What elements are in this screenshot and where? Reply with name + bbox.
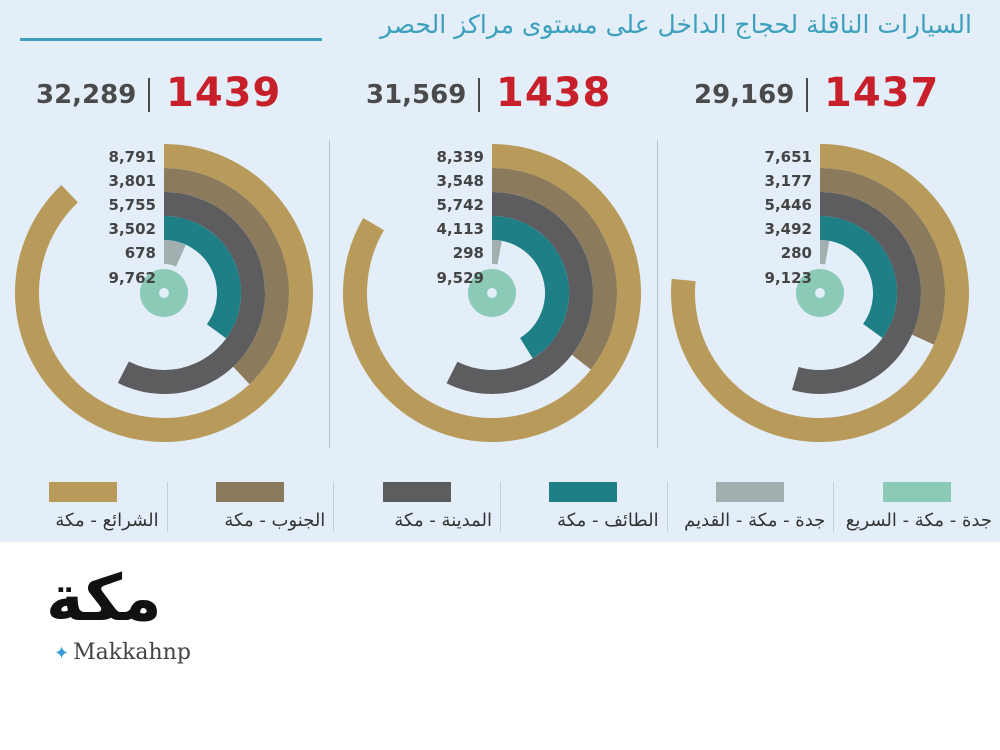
legend-item: المدينة - مكة	[333, 482, 500, 542]
header-separator	[806, 78, 808, 112]
brand-logo: مكة ✦ Makkahnp	[40, 562, 220, 672]
center-hole	[487, 288, 497, 298]
legend-swatch	[882, 482, 951, 502]
twitter-bird-icon: ✦	[54, 643, 70, 664]
data-label: 5,755	[109, 196, 156, 214]
year-label: 1438	[496, 70, 612, 116]
ring-bar-1439-2	[163, 168, 289, 385]
ring-bar-1439-4	[163, 216, 241, 339]
ring-bar-1438-3	[446, 192, 593, 394]
ring-bar-1439-5	[163, 240, 186, 267]
center-hole	[815, 288, 825, 298]
data-label: 5,446	[765, 196, 812, 214]
ring-bar-1437-4	[819, 216, 897, 338]
panel-header-1438: 31,569 1438	[330, 70, 658, 118]
legend-swatch	[715, 482, 784, 502]
ring-bar-1437-5	[819, 239, 830, 265]
legend-item: الطائف - مكة	[500, 482, 667, 542]
title-underline	[20, 38, 322, 41]
data-label: 9,529	[437, 269, 484, 287]
legend-swatch	[549, 482, 618, 502]
ring-bar-1438-4	[491, 216, 569, 359]
ring-bar-1439-1	[15, 144, 313, 442]
ring-bar-1439-3	[117, 192, 265, 394]
radial-bar-chart: 8,791 3,801 5,755 3,502 678 9,762 8,339 3,548 5,…	[15, 144, 969, 442]
twitter-handle: ✦ Makkahnp	[54, 640, 191, 665]
data-label: 3,177	[765, 172, 812, 190]
total-value: 29,169	[694, 80, 795, 110]
ring-bar-1438-1	[343, 144, 641, 442]
legend-label: الطائف - مكة	[557, 510, 659, 531]
year-label: 1439	[166, 70, 282, 116]
data-label: 3,801	[109, 172, 156, 190]
legend-swatch	[382, 482, 451, 502]
legend-label: الشرائع - مكة	[55, 510, 159, 531]
twitter-handle-text: Makkahnp	[73, 640, 191, 665]
year-label: 1437	[824, 70, 940, 116]
panel-divider	[657, 140, 658, 448]
legend-swatch	[215, 482, 284, 502]
chart-title: السيارات الناقلة لحجاج الداخل على مستوى …	[380, 10, 972, 39]
panel-divider	[329, 140, 330, 448]
header-separator	[148, 78, 150, 112]
legend-divider	[666, 482, 668, 532]
total-value: 32,289	[36, 80, 137, 110]
data-label: 8,339	[437, 148, 484, 166]
data-label: 3,502	[109, 220, 156, 238]
legend-item: الجنوب - مكة	[167, 482, 334, 542]
legend-label: الجنوب - مكة	[224, 510, 326, 531]
ring-bar-1437-1	[671, 144, 969, 442]
header-separator	[478, 78, 480, 112]
panel-header-1437: 29,169 1437	[658, 70, 1000, 118]
ring-bar-1437-3	[792, 192, 921, 394]
data-label: 4,113	[437, 220, 484, 238]
data-label: 9,123	[765, 269, 812, 287]
legend-item: الشرائع - مكة	[0, 482, 167, 542]
center-hole	[159, 288, 169, 298]
data-label: 678	[125, 244, 156, 262]
data-label: 7,651	[765, 148, 812, 166]
legend-item: جدة - مكة - السريع	[833, 482, 1000, 542]
legend-item: جدة - مكة - القديم	[667, 482, 834, 542]
data-label: 280	[781, 244, 812, 262]
data-label: 298	[453, 244, 484, 262]
ring-bar-1438-2	[491, 168, 617, 370]
data-label: 3,492	[765, 220, 812, 238]
legend-divider	[166, 482, 168, 532]
legend-divider	[333, 482, 335, 532]
legend-label: جدة - مكة - القديم	[684, 510, 826, 531]
ring-bar-1438-5	[491, 240, 502, 265]
data-label: 5,742	[437, 196, 484, 214]
data-label: 8,791	[109, 148, 156, 166]
legend-label: جدة - مكة - السريع	[845, 510, 992, 531]
legend-divider	[500, 482, 501, 532]
legend-divider	[833, 482, 835, 532]
data-label: 9,762	[109, 269, 156, 287]
legend-swatch	[49, 482, 118, 502]
total-value: 31,569	[366, 80, 467, 110]
logo-wordmark: مكة	[46, 562, 162, 636]
legend-label: المدينة - مكة	[394, 510, 492, 531]
panel-header-1439: 32,289 1439	[0, 70, 330, 118]
data-label: 3,548	[437, 172, 484, 190]
ring-bar-1437-2	[819, 168, 945, 345]
